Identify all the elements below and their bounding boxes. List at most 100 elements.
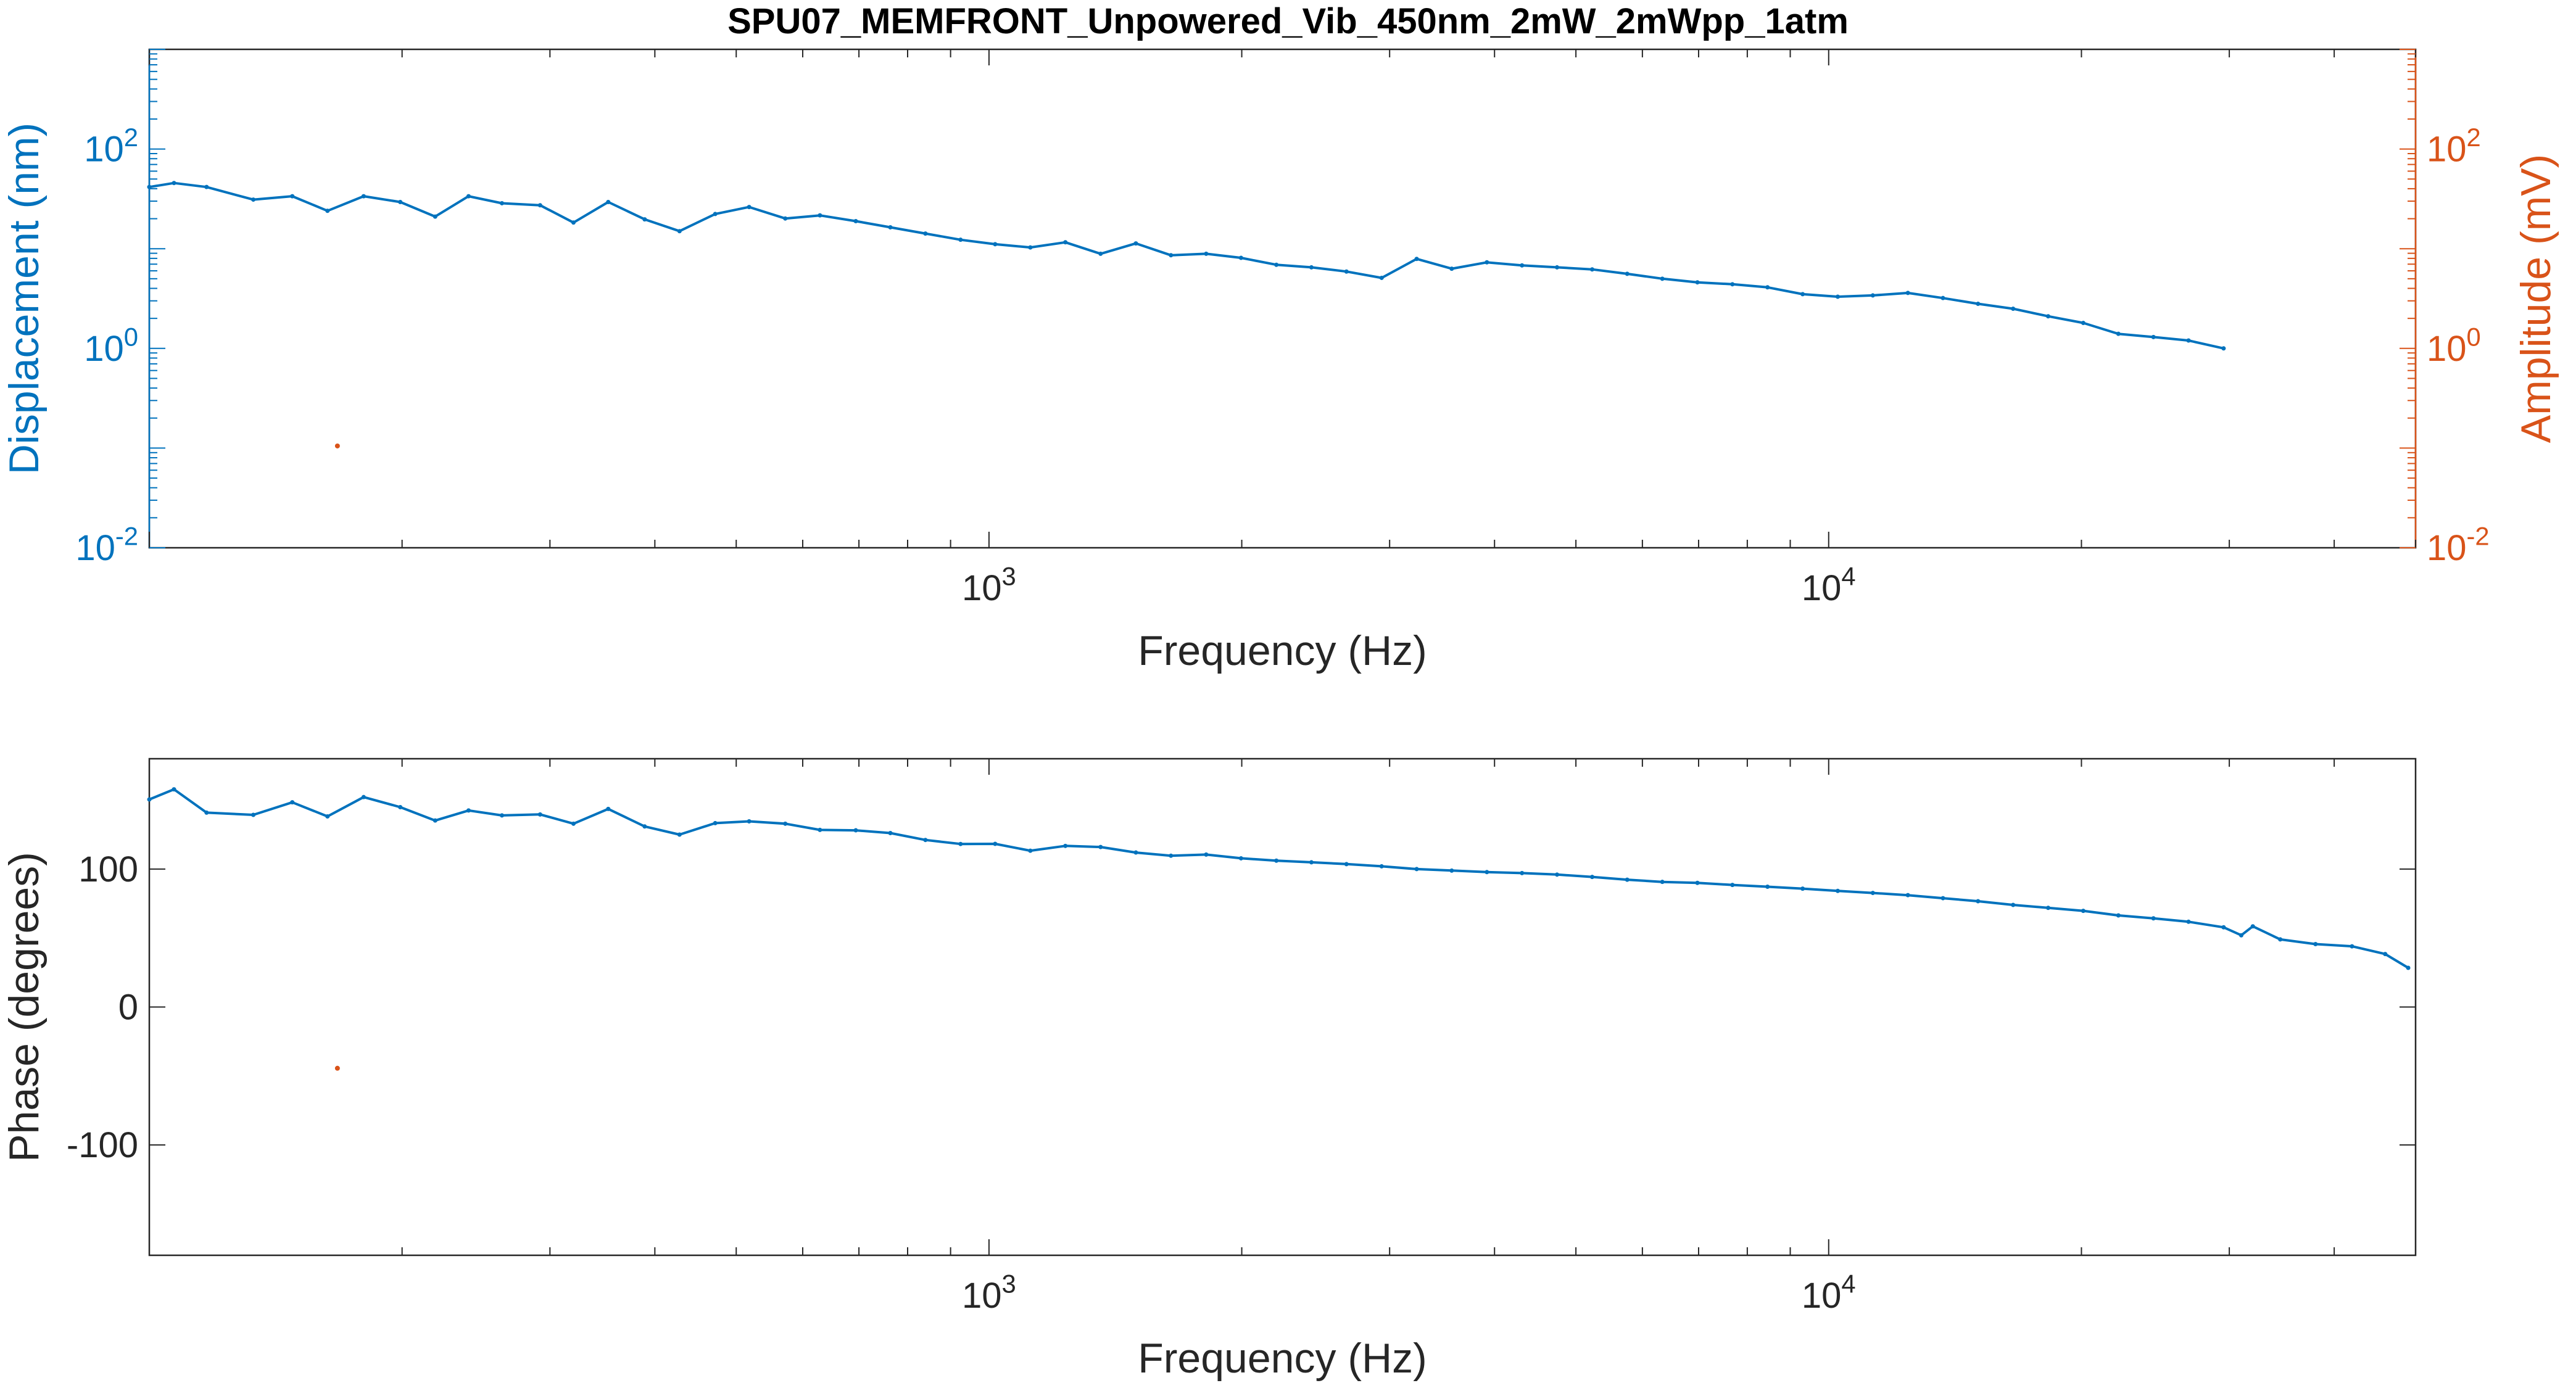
y-tick-label: 100: [84, 322, 138, 368]
x-axis-label: Frequency (Hz): [1138, 1335, 1427, 1382]
y-axis-label: Phase (degrees): [1, 852, 48, 1162]
data-point: [2046, 314, 2051, 319]
data-point: [1309, 860, 1314, 865]
data-point: [1976, 899, 1981, 904]
data-point: [1098, 844, 1103, 849]
y-axis-ticks: [149, 49, 2416, 548]
data-point: [1905, 893, 1910, 898]
data-point: [2238, 933, 2243, 938]
data-point: [2116, 913, 2121, 918]
y-tick-label: 102: [84, 123, 138, 169]
data-point: [290, 800, 295, 805]
data-point: [2313, 942, 2318, 947]
data-point: [571, 220, 576, 225]
data-point: [993, 242, 998, 247]
data-point: [1905, 291, 1910, 295]
data-point: [818, 827, 822, 832]
data-point: [747, 205, 752, 210]
data-point: [147, 797, 152, 802]
data-point: [2081, 909, 2085, 914]
data-point: [1169, 253, 1174, 258]
data-point: [251, 197, 256, 202]
data-point: [1238, 255, 1243, 260]
y2-tick-label: 100: [2427, 322, 2481, 368]
data-point: [325, 814, 330, 819]
data-point: [958, 237, 963, 242]
data-point: [1414, 257, 1419, 262]
x-tick-label: 104: [1802, 562, 1856, 608]
data-point: [500, 200, 505, 205]
data-series: [147, 787, 2411, 970]
marker-series: [334, 1065, 340, 1071]
x-axis-label: Frequency (Hz): [1138, 627, 1427, 674]
data-point: [334, 1065, 340, 1071]
data-point: [2221, 925, 2226, 930]
data-point: [1485, 260, 1489, 265]
data-point: [818, 213, 822, 218]
y-axis-label: Displacement (nm): [1, 123, 48, 475]
data-point: [1028, 245, 1033, 250]
data-point: [204, 184, 209, 189]
data-point: [1940, 896, 1945, 901]
data-point: [2250, 924, 2255, 929]
data-point: [334, 443, 340, 448]
data-point: [1063, 240, 1068, 245]
data-point: [2011, 902, 2016, 907]
data-point: [1133, 241, 1138, 246]
data-point: [606, 806, 611, 811]
data-point: [853, 219, 858, 224]
data-point: [1344, 269, 1349, 274]
y-tick-label: -100: [67, 1125, 138, 1165]
data-point: [1589, 267, 1594, 272]
data-point: [2116, 331, 2121, 336]
data-point: [1660, 880, 1665, 885]
data-point: [2406, 965, 2411, 970]
data-point: [204, 810, 209, 815]
data-point: [1800, 292, 1805, 297]
data-point: [642, 824, 647, 829]
phase-panel: 103 104 Frequency (Hz) -100 0 100 Phase (degre…: [1, 757, 2417, 1382]
x-tick-label: 103: [962, 562, 1016, 608]
data-point: [1555, 265, 1560, 270]
data-point: [606, 200, 611, 205]
data-point: [1379, 864, 1384, 869]
data-point: [853, 828, 858, 833]
data-point: [677, 832, 682, 837]
data-point: [147, 184, 152, 189]
data-point: [172, 181, 176, 186]
data-point: [290, 194, 295, 199]
data-point: [2011, 306, 2016, 311]
data-point: [677, 229, 682, 234]
series-line: [149, 181, 2224, 350]
data-point: [1309, 265, 1314, 270]
y2-tick-label: 10-2: [2427, 522, 2490, 568]
data-point: [2186, 338, 2191, 343]
y-tick-label: 10-2: [75, 522, 138, 568]
data-point: [958, 841, 963, 846]
data-point: [1555, 872, 1560, 877]
data-point: [2151, 916, 2156, 921]
data-point: [2383, 952, 2388, 957]
data-point: [1274, 858, 1279, 863]
data-point: [537, 203, 542, 208]
marker-series: [334, 443, 340, 448]
data-point: [1098, 251, 1103, 256]
data-point: [1169, 853, 1174, 858]
plot-area: [148, 48, 2417, 549]
y-tick-label: 0: [118, 988, 138, 1028]
data-point: [466, 194, 471, 199]
data-point: [2278, 937, 2283, 942]
data-point: [1449, 266, 1454, 271]
data-point: [2186, 919, 2191, 924]
data-point: [747, 819, 752, 824]
data-point: [500, 813, 505, 818]
data-point: [1695, 880, 1700, 885]
data-point: [1870, 293, 1875, 298]
data-point: [1730, 282, 1735, 287]
data-point: [642, 217, 647, 222]
displacement-amplitude-panel: 103 104 Frequency (Hz) 10-2 100 102 10-2 100 102…: [1, 48, 2559, 674]
data-point: [1800, 886, 1805, 891]
data-point: [1625, 271, 1630, 276]
data-point: [251, 812, 256, 817]
data-point: [1379, 275, 1384, 280]
